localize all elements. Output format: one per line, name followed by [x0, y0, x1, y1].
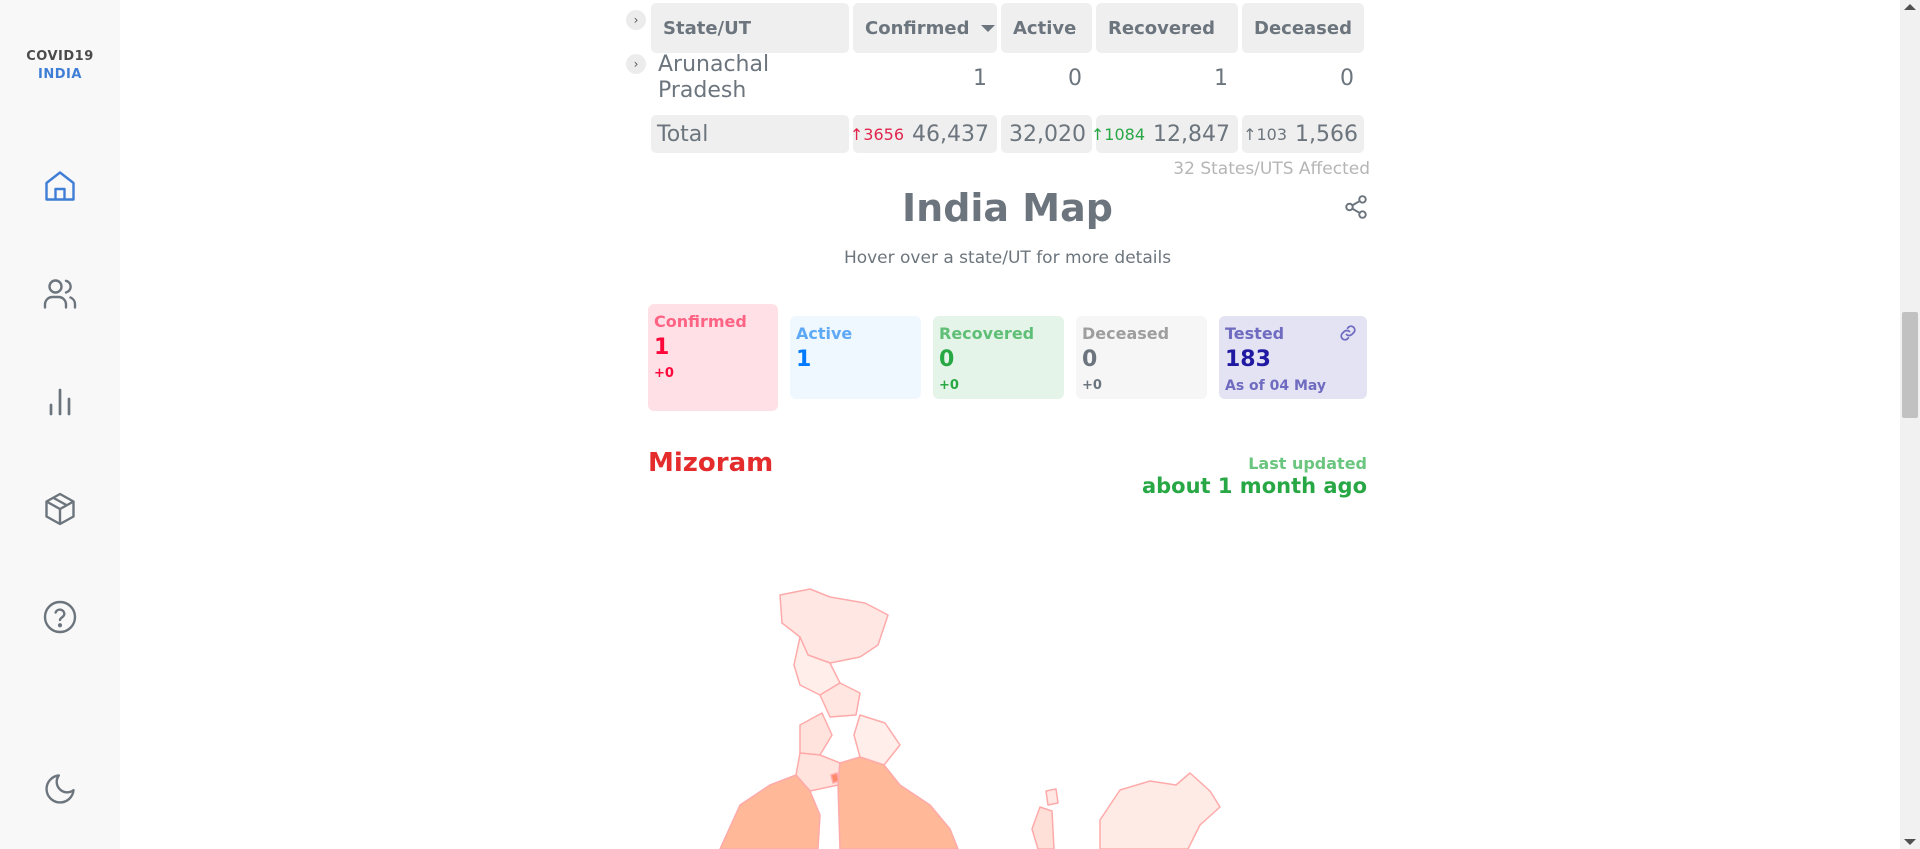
stat-recovered-delta: +0 — [939, 378, 959, 393]
header-state[interactable]: State/UT — [651, 3, 849, 53]
total-deceased-delta-value: 103 — [1256, 124, 1288, 144]
affected-count: 32 States/UTS Affected — [1173, 159, 1370, 179]
map-title: India Map — [902, 186, 1113, 230]
stat-deceased-delta: +0 — [1082, 378, 1102, 393]
scroll-down-arrow-icon[interactable] — [1904, 839, 1916, 845]
sort-down-icon — [981, 24, 996, 32]
total-deceased-delta: ↑103 — [1243, 124, 1288, 144]
page-scrollbar[interactable] — [1900, 0, 1920, 849]
map-state-rajasthan[interactable] — [719, 774, 821, 849]
total-deceased-value: 1,566 — [1295, 121, 1358, 147]
stat-recovered-value: 0 — [939, 347, 955, 372]
header-active[interactable]: Active — [1001, 3, 1092, 53]
nav-demographics[interactable] — [40, 274, 80, 314]
map-state-northeast[interactable] — [1099, 772, 1221, 849]
row-deceased: 0 — [1340, 65, 1354, 91]
last-updated-label: Last updated — [1248, 454, 1367, 473]
link-icon[interactable] — [1339, 324, 1357, 342]
box-icon — [45, 492, 75, 526]
scroll-thumb[interactable] — [1902, 312, 1918, 418]
row-active: 0 — [1068, 65, 1082, 91]
stat-active-value: 1 — [796, 347, 812, 372]
total-recovered-delta: ↑1084 — [1090, 124, 1146, 144]
header-confirmed-label: Confirmed — [865, 17, 970, 39]
header-confirmed[interactable]: Confirmed — [853, 3, 997, 53]
stat-active[interactable]: Active 1 — [790, 316, 921, 399]
stat-deceased-label: Deceased — [1082, 324, 1170, 343]
map-state-punjab[interactable] — [799, 712, 833, 756]
moon-icon — [45, 774, 75, 804]
scroll-up-arrow-icon[interactable] — [1904, 4, 1916, 10]
map-state-uttar-pradesh[interactable] — [837, 756, 959, 849]
stat-tested[interactable]: Tested 183 As of 04 May — [1219, 316, 1367, 399]
brand-logo[interactable]: COVID19 INDIA — [0, 48, 120, 84]
row-state-name-line1: Arunachal — [658, 52, 770, 77]
chevron-right-icon[interactable]: › — [626, 10, 646, 30]
total-confirmed-delta-value: 3656 — [863, 124, 905, 144]
nav-home[interactable] — [40, 166, 80, 206]
total-recovered-value: 12,847 — [1153, 121, 1230, 147]
stat-recovered-label: Recovered — [939, 324, 1035, 343]
help-icon — [43, 600, 77, 634]
dark-mode-toggle[interactable] — [40, 769, 80, 809]
header-deceased[interactable]: Deceased — [1242, 3, 1364, 53]
nav-resources[interactable] — [40, 489, 80, 529]
stat-confirmed-label: Confirmed — [654, 312, 747, 331]
total-confirmed-delta: ↑3656 — [849, 124, 905, 144]
brand-line2: INDIA — [38, 67, 82, 82]
stat-confirmed[interactable]: Confirmed 1 +0 — [648, 304, 778, 411]
share-icon[interactable] — [1343, 194, 1369, 220]
brand-line1: COVID19 — [26, 49, 94, 64]
map-state-jammu-kashmir[interactable] — [779, 588, 889, 664]
row-state-name-line2: Pradesh — [658, 78, 747, 103]
total-confirmed: ↑3656 46,437 — [849, 115, 997, 153]
bar-chart-icon — [49, 388, 71, 416]
users-icon — [43, 279, 77, 309]
row-recovered: 1 — [1214, 65, 1228, 91]
stat-deceased-value: 0 — [1082, 347, 1098, 372]
map-state-west-bengal[interactable] — [1031, 806, 1055, 849]
map-subtitle: Hover over a state/UT for more details — [843, 248, 1172, 268]
stat-tested-note: As of 04 May — [1225, 378, 1327, 394]
nav-charts[interactable] — [40, 382, 80, 422]
chevron-right-icon[interactable]: › — [626, 54, 646, 74]
total-active: 32,020 — [1001, 115, 1092, 153]
sidebar: COVID19 INDIA — [0, 0, 120, 849]
header-recovered[interactable]: Recovered — [1096, 3, 1238, 53]
row-state-name[interactable]: Arunachal Pradesh — [658, 52, 848, 104]
total-recovered: ↑1084 12,847 — [1091, 115, 1238, 153]
map-state-himachal[interactable] — [819, 682, 861, 718]
stat-tested-value: 183 — [1225, 347, 1271, 372]
last-updated-value: about 1 month ago — [1141, 474, 1367, 498]
total-deceased: ↑103 1,566 — [1242, 115, 1364, 153]
stat-recovered[interactable]: Recovered 0 +0 — [933, 316, 1064, 399]
row-confirmed: 1 — [973, 65, 987, 91]
nav-faq[interactable] — [40, 597, 80, 637]
stat-confirmed-value: 1 — [654, 335, 670, 360]
map-state-sikkim[interactable] — [1045, 788, 1059, 806]
selected-state-name: Mizoram — [648, 448, 774, 478]
india-map[interactable] — [700, 585, 1340, 849]
stat-deceased[interactable]: Deceased 0 +0 — [1076, 316, 1207, 399]
total-label: Total — [651, 115, 849, 153]
total-confirmed-value: 46,437 — [912, 121, 989, 147]
stat-tested-label: Tested — [1225, 324, 1285, 343]
total-recovered-delta-value: 1084 — [1104, 124, 1146, 144]
home-icon — [45, 171, 75, 201]
stat-active-label: Active — [796, 324, 853, 343]
stat-confirmed-delta: +0 — [654, 366, 674, 381]
